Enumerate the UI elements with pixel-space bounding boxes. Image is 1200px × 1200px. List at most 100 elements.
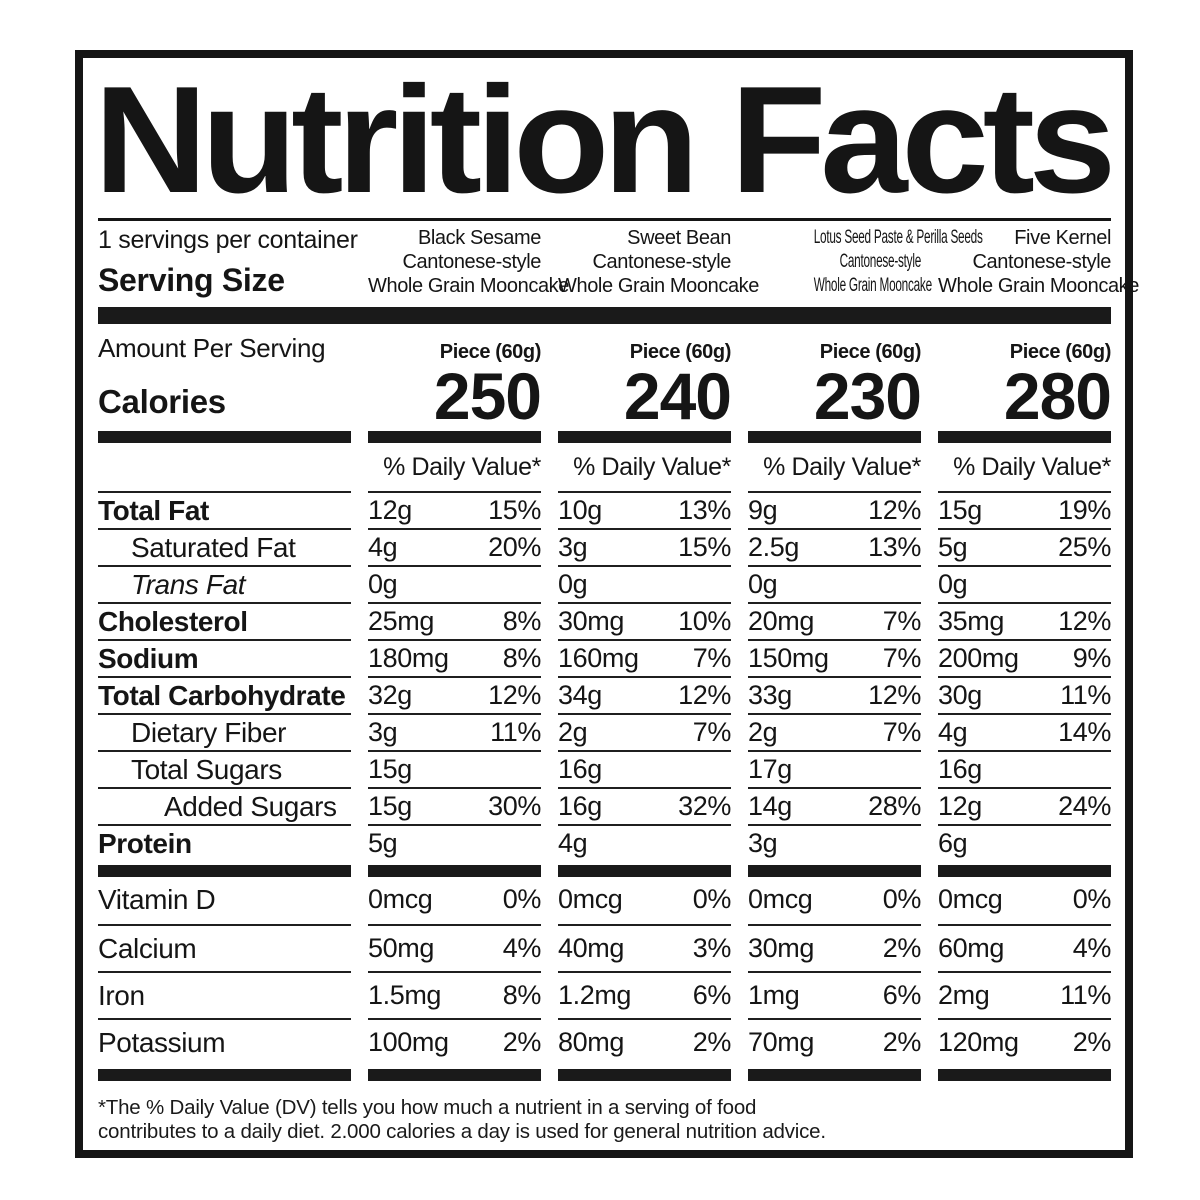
- nutrient-value-cell: 16g: [938, 749, 1111, 787]
- nutrient-label: Cholesterol: [98, 601, 351, 639]
- table-row: Vitamin D 0mcg 0% 0mcg 0% 0mcg 0% 0mcg 0%: [98, 877, 1111, 924]
- nutrient-daily-value: 12%: [868, 679, 921, 710]
- nutrient-amount: 15g: [368, 753, 412, 784]
- nutrient-label: Calcium: [98, 923, 351, 971]
- product-name-line: Cantonese-style: [402, 251, 541, 273]
- serving-info: 1 servings per container Serving Size: [98, 226, 358, 299]
- serving-unit: Piece (60g): [819, 341, 922, 363]
- title-banner: Nutrition Facts: [94, 55, 1116, 225]
- nutrient-amount: 32g: [368, 679, 412, 710]
- nutrient-amount: 17g: [748, 753, 792, 784]
- nutrient-amount: 4g: [938, 716, 968, 747]
- nutrient-value-cell: 150mg 7%: [748, 638, 922, 676]
- nutrient-amount: 3g: [558, 531, 588, 562]
- daily-value-header: % Daily Value*: [383, 452, 541, 481]
- divider-bar: [368, 864, 541, 877]
- serving-unit: Piece (60g): [1009, 341, 1112, 363]
- nutrient-value-cell: 50mg 4%: [368, 923, 541, 971]
- nutrient-amount: 6g: [938, 827, 968, 858]
- nutrient-amount: 30mg: [558, 605, 624, 636]
- nutrient-daily-value: 2%: [882, 1026, 922, 1057]
- nutrient-amount: 3g: [368, 716, 398, 747]
- nutrient-label: Vitamin D: [98, 883, 216, 915]
- nutrient-value-cell: 2mg 11%: [938, 970, 1111, 1018]
- nutrient-value-cell: 200mg 9%: [938, 638, 1111, 676]
- nutrient-value-cell: 12g 15%: [368, 490, 541, 528]
- amount-per-serving-row: Amount Per Serving Piece (60g) Piece (60g…: [98, 324, 1111, 364]
- nutrient-daily-value: 7%: [692, 642, 732, 673]
- nutrient-amount: 9g: [748, 494, 778, 525]
- nutrient-daily-value: 8%: [502, 979, 542, 1010]
- nutrient-amount: 0g: [748, 568, 778, 599]
- nutrient-value-cell: 3g: [748, 823, 921, 861]
- nutrient-daily-value: 4%: [1072, 932, 1112, 963]
- nutrient-daily-value: 19%: [1058, 494, 1111, 525]
- nutrient-value-cell: 0mcg 0%: [938, 877, 1111, 924]
- nutrient-value-cell: 15g 19%: [938, 490, 1111, 528]
- nutrient-amount: 0mcg: [938, 883, 1003, 914]
- nutrient-daily-value: 2%: [882, 932, 922, 963]
- nutrient-label: Potassium: [98, 1017, 351, 1065]
- nutrient-value-cell: 5g: [368, 823, 541, 861]
- nutrient-value-cell: 17g: [748, 749, 921, 787]
- nutrient-label: Protein: [98, 823, 351, 861]
- daily-value-header: % Daily Value*: [573, 452, 731, 481]
- nutrient-value-cell: 100mg 2%: [368, 1017, 541, 1065]
- nutrient-value-cell: 6g: [938, 823, 1111, 861]
- nutrient-amount: 12g: [938, 790, 982, 821]
- nutrient-daily-value: 8%: [502, 642, 542, 673]
- nutrient-daily-value: 6%: [882, 979, 922, 1010]
- nutrient-value-cell: 0g: [558, 564, 731, 602]
- nutrient-value-cell: 4g 20%: [368, 527, 541, 565]
- daily-value-header-row: % Daily Value* % Daily Value* % Daily Valu…: [98, 443, 1111, 491]
- nutrient-daily-value: 0%: [692, 883, 732, 914]
- nutrient-daily-value: 15%: [488, 494, 541, 525]
- nutrient-label: Total Carbohydrate: [98, 675, 351, 713]
- nutrient-value-cell: 25mg 8%: [368, 601, 541, 639]
- calories-row: Calories 250 240 230 280: [98, 363, 1112, 429]
- section-divider-thick: [98, 307, 1111, 324]
- daily-value-header: % Daily Value*: [953, 452, 1111, 481]
- nutrient-daily-value: 7%: [882, 716, 922, 747]
- product-name: Black Sesame Cantonese-style Whole Grain M…: [368, 226, 569, 299]
- product-name-line: Sweet Bean: [627, 227, 731, 249]
- vitamins-table: Vitamin D 0mcg 0% 0mcg 0% 0mcg 0% 0mcg 0% Calcium…: [98, 877, 1111, 1065]
- nutrient-value-cell: 1mg 6%: [748, 970, 922, 1018]
- nutrient-value-cell: 0mcg 0%: [368, 877, 541, 924]
- nutrient-amount: 30mg: [748, 932, 814, 963]
- nutrient-label: Saturated Fat: [98, 527, 351, 565]
- nutrient-amount: 80mg: [558, 1026, 624, 1057]
- nutrient-daily-value: 7%: [882, 642, 922, 673]
- nutrient-daily-value: 13%: [868, 531, 921, 562]
- nutrient-daily-value: 0%: [882, 883, 922, 914]
- serving-size-label: Serving Size: [98, 262, 285, 298]
- calories-label: Calories: [98, 382, 226, 420]
- nutrient-value-cell: 2g 7%: [748, 712, 922, 750]
- nutrient-value-cell: 70mg 2%: [748, 1017, 922, 1065]
- nutrient-amount: 0g: [558, 568, 588, 599]
- footnote-line: *The % Daily Value (DV) tells you how mu…: [98, 1095, 757, 1119]
- product-name-line: Cantonese-style: [839, 251, 922, 272]
- nutrient-amount: 100mg: [368, 1026, 449, 1057]
- nutrient-label: Total Fat: [98, 490, 351, 528]
- nutrient-value-cell: 0g: [368, 564, 541, 602]
- divider-bar: [748, 1068, 921, 1081]
- nutrient-label: Added Sugars: [98, 786, 351, 824]
- nutrient-daily-value: 3%: [692, 932, 732, 963]
- nutrient-daily-value: 0%: [502, 883, 542, 914]
- divider-bar: [558, 1068, 731, 1081]
- nutrient-daily-value: 12%: [678, 679, 731, 710]
- nutrient-value-cell: 4g 14%: [938, 712, 1111, 750]
- footnote-line: contributes to a daily diet. 2.000 calor…: [98, 1119, 826, 1143]
- nutrient-value-cell: 1.5mg 8%: [368, 970, 542, 1018]
- bottom-divider-row: [98, 1068, 1111, 1081]
- nutrient-value-cell: 32g 12%: [368, 675, 541, 713]
- nutrient-amount: 2g: [558, 716, 588, 747]
- nutrient-daily-value: 7%: [692, 716, 732, 747]
- nutrient-value-cell: 40mg 3%: [558, 923, 732, 971]
- nutrient-daily-value: 20%: [488, 531, 541, 562]
- nutrient-label: Iron: [98, 970, 351, 1018]
- nutrient-amount: 5g: [938, 531, 968, 562]
- nutrient-value-cell: 10g 13%: [558, 490, 731, 528]
- nutrient-amount: 0mcg: [748, 883, 813, 914]
